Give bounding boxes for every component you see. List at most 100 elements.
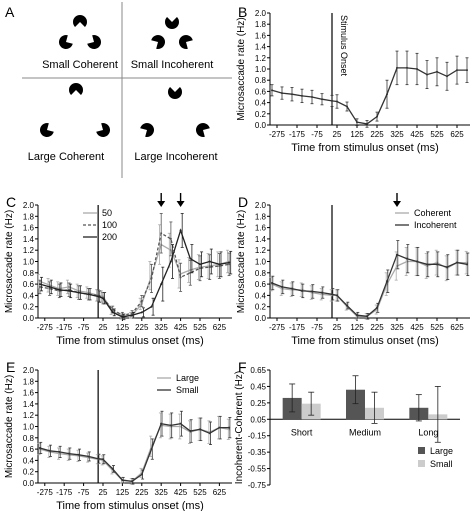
y-axis-label: Microsaccade rate (Hz) xyxy=(4,210,15,313)
data-point xyxy=(271,281,273,284)
data-point xyxy=(346,304,348,307)
y-tick-label: 1.0 xyxy=(255,258,267,267)
panel-f: F -0.75 -0.55 -0.35 -0.15 0.05 0.25 0.45 0.65 Inc… xyxy=(234,359,460,490)
data-point xyxy=(101,297,104,300)
inducer-icon xyxy=(168,87,182,99)
data-point xyxy=(77,291,80,294)
data-point xyxy=(58,288,61,291)
data-point xyxy=(281,285,283,288)
y-tick-label: 0.4 xyxy=(23,291,35,300)
data-point xyxy=(436,263,438,266)
data-point xyxy=(446,266,448,269)
data-point xyxy=(208,266,211,269)
inducer-icon xyxy=(58,35,73,50)
y-tick-label: 0.05 xyxy=(250,415,266,424)
data-point xyxy=(346,105,348,108)
data-point xyxy=(48,449,51,452)
x-tick-label: 125 xyxy=(350,130,364,139)
data-point xyxy=(198,428,201,431)
legend-label: Small xyxy=(176,385,199,395)
y-tick-label: 0.4 xyxy=(255,99,267,108)
data-point xyxy=(456,261,458,264)
x-tick-label: -75 xyxy=(311,130,323,139)
x-tick-label: 625 xyxy=(450,130,464,139)
x-tick-label: 225 xyxy=(370,323,384,332)
y-tick-label: 2.0 xyxy=(255,201,267,210)
y-tick-label: -0.55 xyxy=(248,465,267,474)
legend-swatch xyxy=(418,447,425,454)
legend-label: Incoherent xyxy=(414,220,457,230)
inducer-icon xyxy=(39,123,54,138)
inducer-icon xyxy=(165,17,180,29)
data-point xyxy=(291,93,293,96)
data-point xyxy=(416,260,418,263)
category-label: Short xyxy=(291,427,313,437)
condition-label: Small Coherent xyxy=(42,59,118,71)
y-tick-label: 1.4 xyxy=(23,235,35,244)
inducer-icon xyxy=(140,122,155,137)
data-point xyxy=(169,424,172,427)
x-tick-label: 525 xyxy=(193,323,207,332)
data-point xyxy=(179,276,182,279)
x-tick-label: 225 xyxy=(135,488,149,497)
data-point xyxy=(38,285,41,288)
data-point xyxy=(228,263,231,266)
arrow-marker-icon xyxy=(393,201,401,207)
x-tick-label: 425 xyxy=(174,488,188,497)
data-point xyxy=(68,289,71,292)
data-point xyxy=(331,293,333,296)
x-tick-label: 525 xyxy=(193,488,207,497)
data-point xyxy=(336,100,338,103)
data-point xyxy=(356,314,358,317)
data-point xyxy=(189,430,192,433)
condition-label: Small Incoherent xyxy=(131,59,214,71)
y-tick-label: -0.15 xyxy=(248,432,267,441)
legend-label: Large xyxy=(430,446,453,456)
data-point xyxy=(406,257,408,260)
data-point xyxy=(336,294,338,297)
data-point xyxy=(131,314,134,317)
data-point xyxy=(466,263,468,266)
data-point xyxy=(301,94,303,97)
data-point xyxy=(291,287,293,290)
y-tick-label: 0.6 xyxy=(255,280,267,289)
y-tick-label: 1.6 xyxy=(255,31,267,40)
y-axis-label: Microsaccade rate (Hz) xyxy=(4,375,15,478)
x-tick-label: -275 xyxy=(37,488,54,497)
inducer-icon xyxy=(96,123,111,138)
y-tick-label: 1.8 xyxy=(23,377,35,386)
legend-label: 200 xyxy=(102,232,117,242)
y-tick-label: 0.6 xyxy=(23,280,35,289)
data-point xyxy=(218,263,221,266)
panel-d: D 0.0 0.2 0.4 0.6 0.8 1.0 1.2 1.4 1.6 1.8 2.0 -275 -1… xyxy=(236,193,470,347)
data-point xyxy=(228,261,231,264)
y-tick-label: -0.75 xyxy=(248,481,267,490)
x-tick-label: 125 xyxy=(350,323,364,332)
data-point xyxy=(140,473,143,476)
data-point xyxy=(446,75,448,78)
y-tick-label: 1.2 xyxy=(255,54,267,63)
data-point xyxy=(366,315,368,318)
bar xyxy=(346,389,365,420)
data-point xyxy=(386,93,388,96)
data-point xyxy=(101,458,104,461)
y-tick-label: 1.0 xyxy=(23,423,35,432)
y-tick-label: 1.8 xyxy=(255,212,267,221)
y-tick-label: 0.65 xyxy=(250,366,266,375)
x-tick-label: -275 xyxy=(269,130,286,139)
x-axis-label: Time from stimulus onset (ms) xyxy=(56,500,204,511)
data-point xyxy=(160,232,163,235)
data-point xyxy=(87,455,90,458)
data-point xyxy=(121,479,124,482)
condition-label: Large Coherent xyxy=(28,151,104,163)
x-tick-label: 325 xyxy=(155,323,169,332)
inducer-icon xyxy=(73,15,88,27)
x-tick-label: 25 xyxy=(99,488,108,497)
data-point xyxy=(179,422,182,425)
y-tick-label: 0.0 xyxy=(23,314,35,323)
y-tick-label: 0.8 xyxy=(255,76,267,85)
x-tick-label: -75 xyxy=(78,488,90,497)
data-point xyxy=(218,426,221,429)
panel-b: B Stimulus Onset 0.0 0.2 0.4 0.6 0.8 1.0 1.2 1.4 1… xyxy=(236,4,470,154)
y-tick-label: 2.0 xyxy=(23,201,35,210)
